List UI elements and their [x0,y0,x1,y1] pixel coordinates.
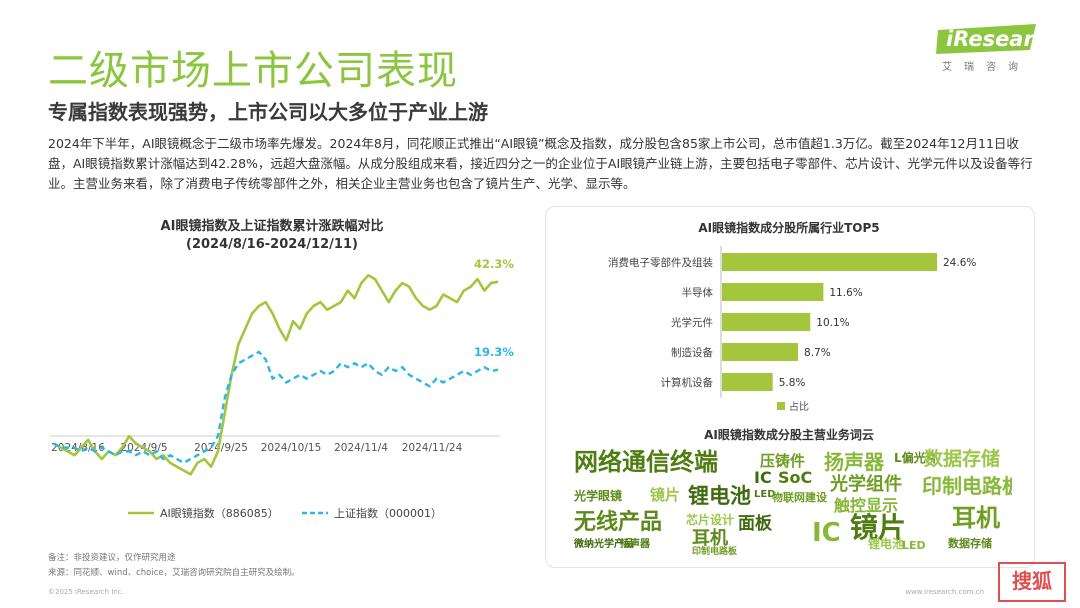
wordcloud-word: 镜片 [650,486,681,504]
ai-index-end-label: 42.3% [474,257,514,271]
shanghai-index-end-label: 19.3% [474,345,514,359]
wordcloud-word: 印制电路板 [922,474,1012,498]
bar-category-label: 计算机设备 [661,376,714,389]
footnote-note: 备注：非投资建议，仅作研究用途 [48,553,176,563]
wordcloud-word: 锂电池 [688,484,751,508]
footnote-source: 来源：同花顺、wind、choice，艾瑞咨询研究院自主研究及绘制。 [48,568,300,578]
wordcloud-word: SoC [778,468,813,487]
line-chart-title: AI眼镜指数及上证指数累计涨跌幅对比 [161,218,384,234]
copyright: ©2025 iResearch Inc. [48,588,124,596]
page-title: 二级市场上市公司表现 [48,48,458,94]
wordcloud-word: 数据存储 [924,448,1001,470]
page-subtitle: 专属指数表现强势，上市公司以大多位于产业上游 [48,100,488,124]
line-chart-subtitle: (2024/8/16-2024/12/11) [186,237,358,252]
wordcloud-word: IC [812,518,841,548]
bar-category-label: 消费电子零部件及组装 [608,256,713,269]
bar [722,313,811,331]
x-tick-label: 2024/11/24 [402,442,463,454]
bar [722,373,773,391]
line-chart: AI眼镜指数及上证指数累计涨跌幅对比 (2024/8/16-2024/12/11… [50,218,514,520]
bar-chart: AI眼镜指数成分股所属行业TOP5 消费电子零部件及组装 24.6% 半导体 11.6… [608,220,976,413]
legend-label: AI眼镜指数（886085） [160,506,279,520]
wordcloud-word: 无线产品 [574,510,663,535]
wordcloud-word: 触控显示 [834,496,899,515]
logo-subtitle: 艾瑞咨询 [942,62,1030,73]
wordcloud-word: LED [902,539,926,552]
wordcloud: 网络通信终端 压铸件 扬声器 L偏光片 数据存储 IC SoC 光学组件 印制电路板 光学眼镜 镜片… [572,446,1012,558]
shanghai-index-line [53,350,499,465]
bar-value-label: 24.6% [943,257,976,269]
wordcloud-word: 数据存储 [948,537,992,550]
bar-category-label: 制造设备 [671,346,713,359]
bar [722,343,799,361]
wordcloud-word: 面板 [738,514,772,534]
bar-value-label: 11.6% [829,287,862,299]
bar-chart-title: AI眼镜指数成分股所属行业TOP5 [698,220,879,235]
wordcloud-word: 芯片设计 [686,513,735,527]
ai-glasses-index-line [53,274,499,476]
wordcloud-word: 光学眼镜 [574,489,623,503]
x-tick-label: 2024/10/15 [261,442,322,454]
wordcloud-word: LED [754,489,776,500]
wordcloud-word: 微纳光学产品 [574,539,634,550]
wordcloud-word: IC [754,468,772,487]
wordcloud-word: 耳机 [952,504,1000,532]
x-tick-label: 2024/11/4 [334,442,388,454]
x-tick-label: 2024/9/25 [194,442,248,454]
bar-legend-swatch [777,402,785,410]
bar-value-label: 10.1% [816,317,849,329]
bar-legend-label: 占比 [789,400,809,413]
logo-word: iResearch [946,27,1062,51]
bar [722,253,937,271]
legend-label: 上证指数（000001） [334,506,442,520]
wordcloud-word: 网络通信终端 [574,448,718,476]
intro-paragraph: 2024年下半年，AI眼镜概念于二级市场率先爆发。2024年8月，同花顺正式推出… [48,136,1033,191]
wordcloud-word: 物联网建设 [772,491,827,504]
wordcloud-word: 压铸件 [760,452,806,470]
bar [722,283,824,301]
wordcloud-word: 扬声器 [824,450,884,474]
wordcloud-word: 光学组件 [830,474,902,495]
iresearch-logo: iResearch 艾瑞咨询 [936,24,1061,74]
wordcloud-word: 锂电池 [868,537,905,551]
bar-category-label: 半导体 [682,286,714,299]
wordcloud-word: L偏光片 [894,451,938,465]
wordcloud-title: AI眼镜指数成分股主营业务词云 [704,428,874,442]
sohu-watermark-stamp: 搜狐 [998,562,1066,602]
bar-category-label: 光学元件 [671,316,713,329]
wordcloud-word: 镜片 [850,511,907,544]
logo-badge-icon [936,24,1036,54]
site-url: www.iresearch.com.cn [905,588,984,596]
wordcloud-word: 扬声器 [620,539,650,550]
wordcloud-word: 耳机 [692,528,728,549]
wordcloud-word: 印制电路板 [692,547,738,557]
bar-value-label: 8.7% [804,347,831,359]
bar-value-label: 5.8% [779,377,806,389]
